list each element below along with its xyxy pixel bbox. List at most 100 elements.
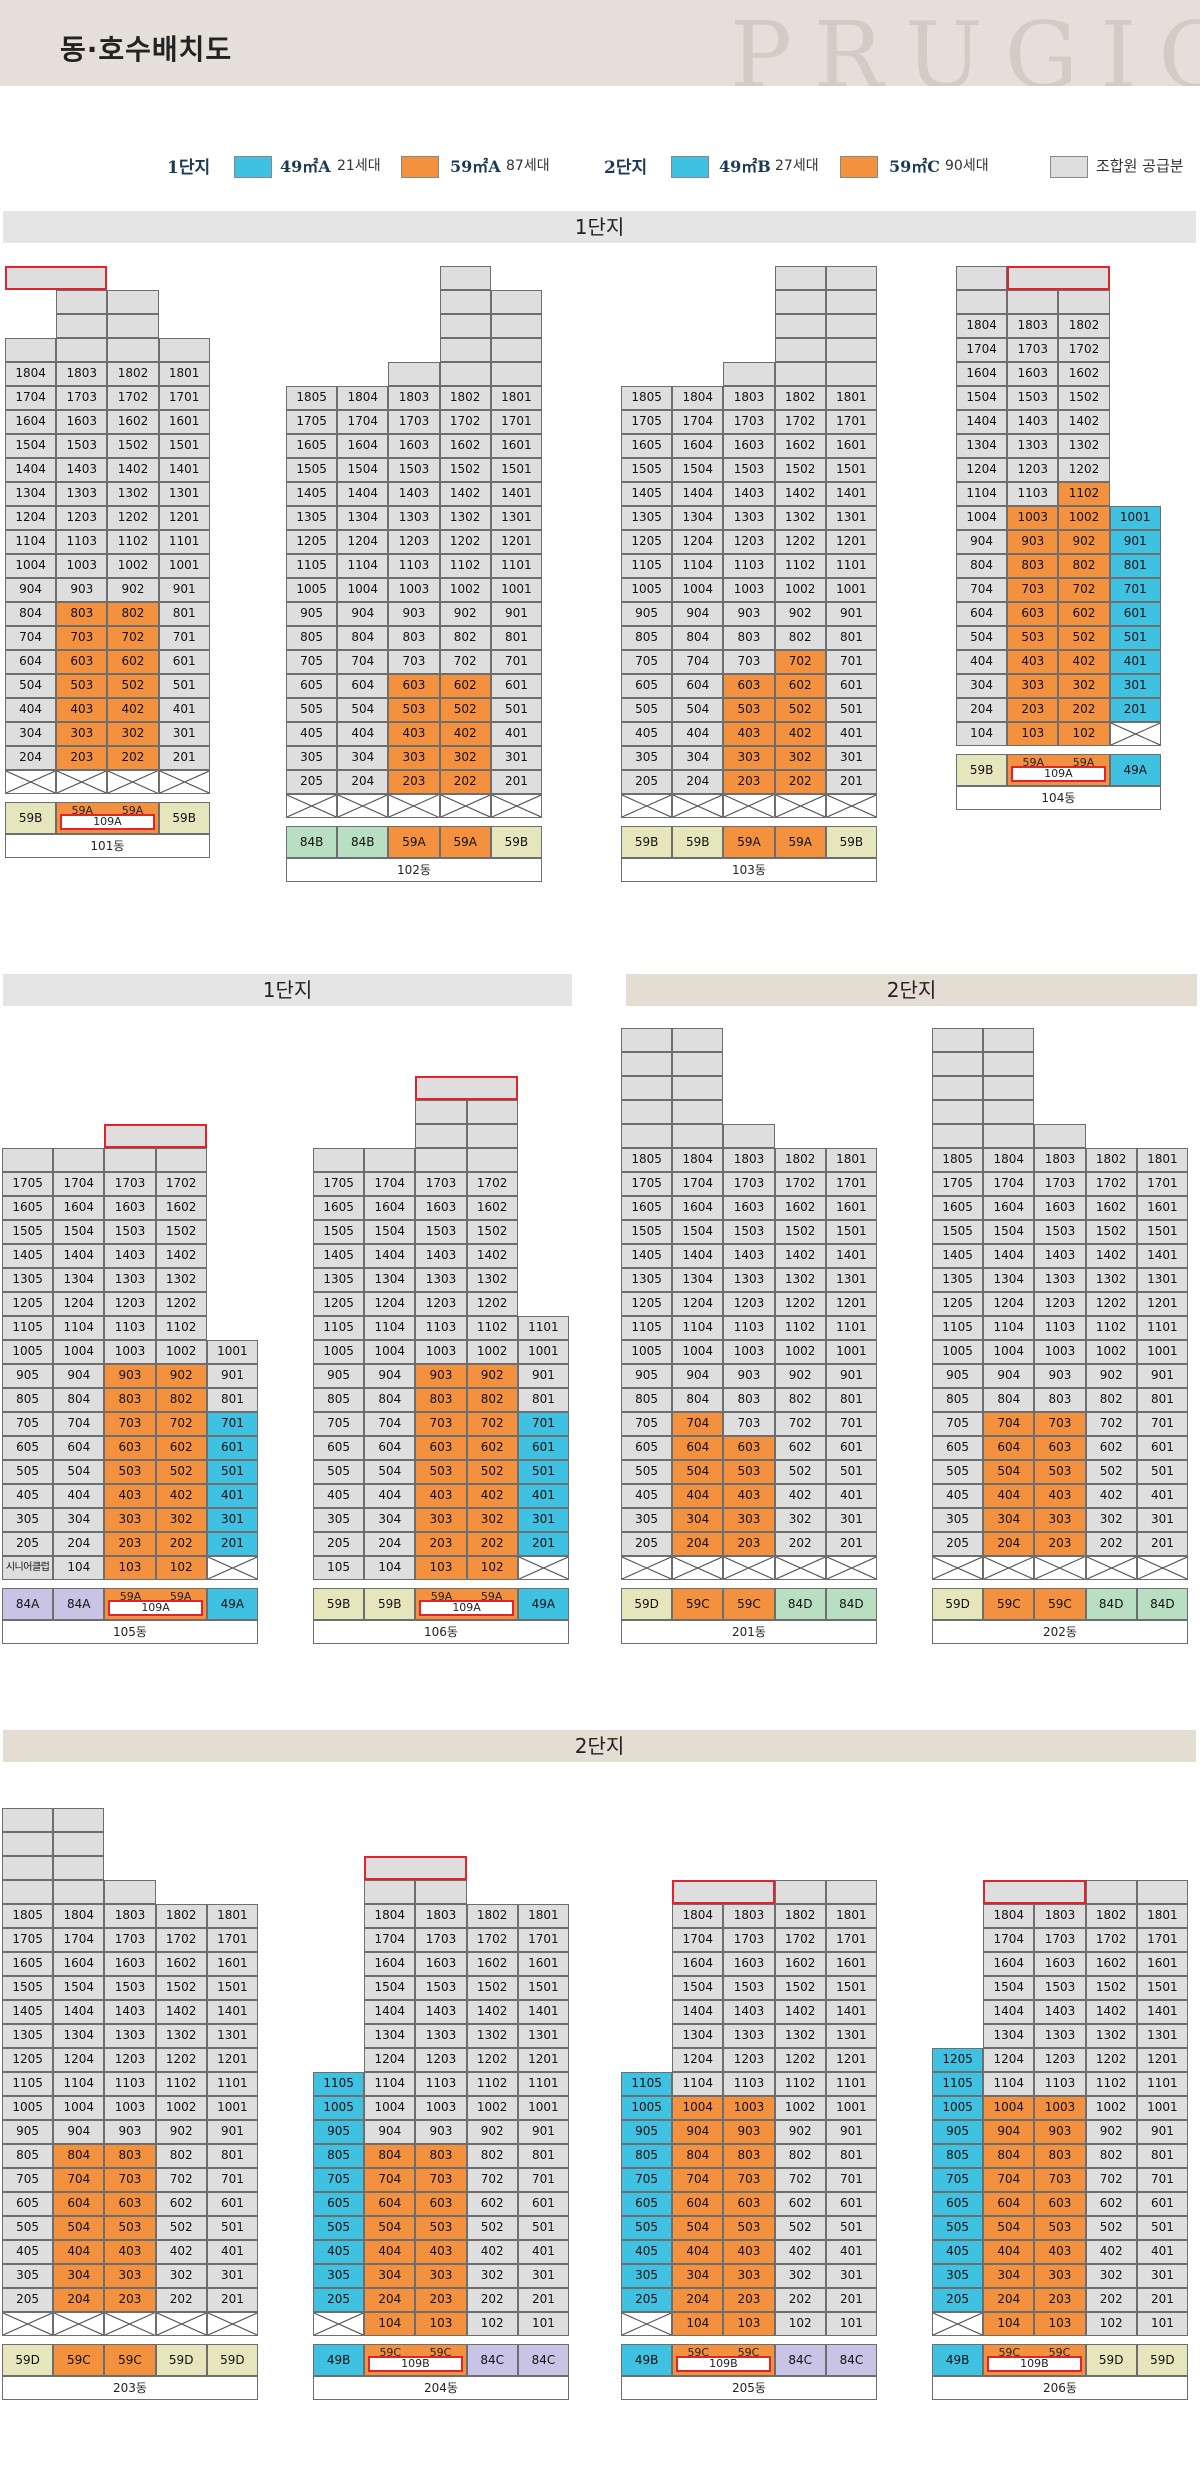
unit-cell: 1403: [104, 1244, 156, 1268]
unit-cell: 1402: [1058, 410, 1110, 434]
unit-cell: 804: [672, 626, 724, 650]
unit-cell: 1102: [439, 554, 491, 578]
unit-cell: 1804: [672, 1904, 724, 1928]
unit-cell: 1304: [672, 2024, 724, 2048]
unit-cell: 1304: [672, 506, 724, 530]
unit-cell: 1104: [983, 1316, 1035, 1340]
unit-cell: 201: [1109, 698, 1161, 722]
unit-cell: 1203: [1007, 458, 1059, 482]
unit-cell: 1003: [723, 1340, 775, 1364]
unit-cell: 1703: [104, 1172, 156, 1196]
unit-cell: 1004: [5, 554, 57, 578]
unit-cell: 702: [774, 1412, 826, 1436]
unit-cell: [439, 362, 491, 386]
unit-cell: 1205: [286, 530, 338, 554]
unit-cell: 305: [2, 2264, 54, 2288]
unit-cell: 1102: [774, 554, 826, 578]
section-header-complex1-mid: 1단지: [3, 974, 572, 1006]
unit-cell: 405: [2, 2240, 54, 2264]
unit-cell: 402: [466, 2240, 518, 2264]
unit-cell: [53, 1832, 105, 1856]
type-cell: 59B: [825, 826, 877, 858]
unit-cell: [621, 1052, 673, 1076]
unit-cell: 1301: [206, 2024, 258, 2048]
type-cell: 59D: [155, 2344, 207, 2376]
type-cell: 84C: [825, 2344, 877, 2376]
unit-cell: 701: [1109, 578, 1161, 602]
unit-cell: 901: [206, 2120, 258, 2144]
unit-cell: 602: [107, 650, 159, 674]
unit-cell: 503: [388, 698, 440, 722]
unit-cell: 1004: [956, 506, 1008, 530]
unit-cell: 301: [206, 2264, 258, 2288]
unit-cell: 1301: [517, 2024, 569, 2048]
unit-cell: 1701: [490, 410, 542, 434]
unit-cell: 1703: [104, 1928, 156, 1952]
type-cell: 59D: [1136, 2344, 1188, 2376]
unit-cell: 1401: [517, 2000, 569, 2024]
unit-cell: 201: [1136, 1532, 1188, 1556]
unit-cell: 302: [466, 2264, 518, 2288]
unit-cell: 705: [932, 1412, 984, 1436]
unit-cell: 1004: [983, 1340, 1035, 1364]
unit-cell: [825, 1880, 877, 1904]
unit-cell: 1301: [1136, 1268, 1188, 1292]
unit-cell: 805: [621, 2144, 673, 2168]
unit-cell: 301: [158, 722, 210, 746]
unit-cell: 605: [932, 1436, 984, 1460]
type-label: 59C: [998, 2346, 1021, 2359]
type-label: 59A: [480, 1590, 503, 1603]
unit-cell: 1301: [158, 482, 210, 506]
type-label: 59C: [429, 2346, 452, 2359]
unit-cell: 1603: [723, 434, 775, 458]
senior-club-cell: 시니어클럽: [2, 1556, 54, 1580]
unit-cell: 1404: [672, 2000, 724, 2024]
unit-cell: 201: [517, 2288, 569, 2312]
unit-cell: 203: [1007, 698, 1059, 722]
unit-cell: 1401: [825, 482, 877, 506]
unit-cell: 902: [439, 602, 491, 626]
unit-cell: 1604: [983, 1196, 1035, 1220]
unit-cell: 1203: [388, 530, 440, 554]
unit-cell: 1605: [313, 1196, 365, 1220]
empty-unit-cross: [206, 1556, 258, 1580]
unit-cell: 1601: [158, 410, 210, 434]
unit-cell: 1105: [2, 1316, 54, 1340]
unit-cell: 1802: [439, 386, 491, 410]
unit-cell: 403: [1034, 1484, 1086, 1508]
type-cell-combined: 59A 59A 109A: [56, 802, 159, 834]
unit-cell: 1202: [1058, 458, 1110, 482]
unit-cell: 1102: [466, 1316, 518, 1340]
unit-cell: 301: [825, 2264, 877, 2288]
unit-cell: 1704: [5, 386, 57, 410]
unit-cell: 1702: [155, 1928, 207, 1952]
unit-cell: 1705: [621, 1172, 673, 1196]
unit-cell: [723, 362, 775, 386]
unit-cell: 801: [517, 2144, 569, 2168]
unit-cell: 1203: [104, 2048, 156, 2072]
unit-cell: 1302: [155, 2024, 207, 2048]
unit-cell: 402: [774, 2240, 826, 2264]
unit-cell: 1403: [723, 1244, 775, 1268]
unit-cell: [56, 290, 108, 314]
unit-cell: 505: [932, 2216, 984, 2240]
unit-cell: 1701: [517, 1928, 569, 1952]
unit-cell: 901: [825, 1364, 877, 1388]
type-cell: 84C: [517, 2344, 569, 2376]
unit-cell: 1301: [490, 506, 542, 530]
unit-cell: 603: [104, 1436, 156, 1460]
unit-cell: 501: [1109, 626, 1161, 650]
unit-cell: 1202: [774, 1292, 826, 1316]
type-cell: 59B: [158, 802, 210, 834]
legend-swatch-49a: [234, 156, 272, 178]
brand-watermark: PRUGIO: [730, 2, 1200, 86]
unit-cell: 1602: [155, 1952, 207, 1976]
unit-cell: 1505: [621, 1220, 673, 1244]
unit-cell: 902: [466, 1364, 518, 1388]
unit-cell: 802: [774, 2144, 826, 2168]
unit-cell: 1303: [1034, 1268, 1086, 1292]
unit-cell: 504: [53, 2216, 105, 2240]
unit-cell: 103: [1007, 722, 1059, 746]
legend-swatch-59c: [840, 156, 878, 178]
unit-cell: 1801: [825, 1148, 877, 1172]
